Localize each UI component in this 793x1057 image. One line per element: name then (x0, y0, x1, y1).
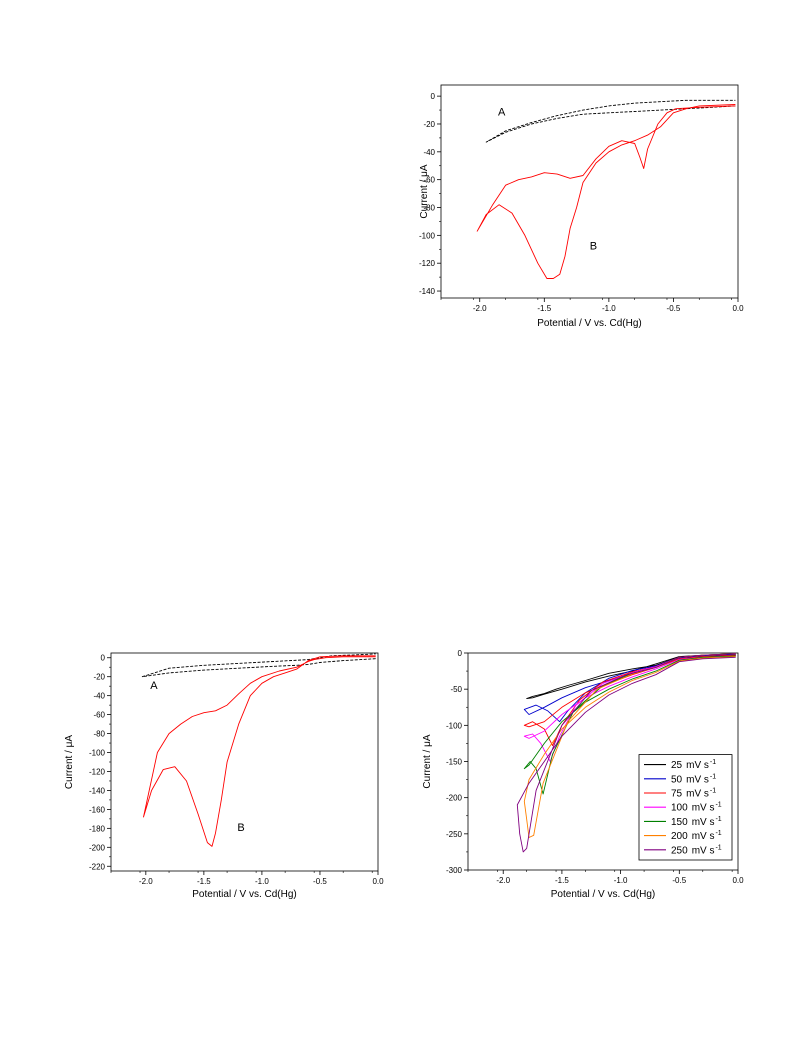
series-line-75 (523, 653, 736, 747)
y-tick-label: -100 (446, 721, 463, 730)
x-tick-label: -1.0 (255, 877, 269, 886)
x-axis-title: Potential / V vs. Cd(Hg) (192, 889, 296, 900)
legend-entry: 50 mV s-1 (671, 773, 716, 785)
y-tick-label: -140 (89, 786, 106, 795)
y-tick-label: 0 (101, 654, 106, 663)
x-axis-title: Potential / V vs. Cd(Hg) (551, 889, 655, 900)
x-tick-label: 0.0 (732, 876, 744, 885)
y-axis-title: Current / μA (419, 164, 430, 218)
x-tick-label: 0.0 (732, 304, 744, 313)
y-tick-label: 0 (458, 649, 463, 658)
legend-entry: 250 mV s-1 (671, 844, 722, 856)
x-tick-label: -0.5 (672, 876, 686, 885)
y-tick-label: -80 (423, 204, 435, 213)
x-tick-label: -0.5 (667, 304, 681, 313)
y-tick-label: -180 (89, 824, 106, 833)
series-line-solid (476, 104, 736, 279)
series-line-100 (523, 653, 736, 762)
curve-label-a: A (498, 107, 506, 119)
y-tick-label: -40 (93, 692, 105, 701)
y-tick-label: -150 (446, 758, 463, 767)
legend-entry: 25 mV s-1 (671, 759, 716, 771)
y-tick-label: -250 (446, 830, 463, 839)
y-tick-label: -120 (89, 767, 106, 776)
y-tick-label: -200 (89, 843, 106, 852)
x-tick-label: -2.0 (473, 304, 487, 313)
x-tick-label: -1.5 (555, 876, 569, 885)
series-line-250 (516, 653, 736, 853)
y-tick-label: -80 (93, 730, 105, 739)
legend-entry: 75 mV s-1 (671, 788, 716, 800)
series-line-25 (526, 653, 736, 700)
x-tick-label: -2.0 (139, 877, 153, 886)
y-tick-label: -200 (446, 794, 463, 803)
x-tick-label: 0.0 (372, 877, 384, 886)
plot-frame (440, 84, 739, 299)
y-tick-label: -20 (93, 673, 105, 682)
x-tick-label: -1.5 (537, 304, 551, 313)
chart-cv-bottom-left: -2.0 -1.5 -1.0 -0.5 0.0 0 -20 -40 -60 -80 -100 -120… (64, 652, 384, 900)
curve-label-a: A (150, 680, 158, 692)
y-tick-label: -50 (450, 685, 462, 694)
y-tick-label: -120 (419, 259, 436, 268)
chart-cv-scan-rates: -2.0 -1.5 -1.0 -0.5 0.0 0 -50 -100 -150 -200 -250 -… (422, 649, 744, 900)
legend-entry: 150 mV s-1 (671, 816, 722, 828)
y-tick-label: -40 (423, 148, 435, 157)
y-axis-title: Current / μA (64, 735, 75, 789)
y-tick-label: -220 (89, 862, 106, 871)
x-tick-label: -2.0 (496, 876, 510, 885)
curve-label-b: B (237, 822, 244, 834)
y-tick-label: -60 (423, 176, 435, 185)
chart-cv-top: -2.0 -1.5 -1.0 -0.5 0.0 0 -20 -40 -60 -80 -100 -120… (419, 84, 744, 329)
y-tick-label: -160 (89, 805, 106, 814)
y-tick-label: -300 (446, 866, 463, 875)
y-tick-label: -100 (89, 749, 106, 758)
x-tick-label: -0.5 (313, 877, 327, 886)
curve-label-b: B (590, 240, 597, 252)
y-tick-label: -60 (93, 711, 105, 720)
y-tick-label: -140 (419, 287, 436, 296)
x-axis-title: Potential / V vs. Cd(Hg) (537, 318, 641, 329)
y-tick-label: -100 (419, 231, 436, 240)
legend-entry: 100 mV s-1 (671, 802, 722, 814)
x-tick-label: -1.0 (602, 304, 616, 313)
series-line-dashed (485, 99, 736, 143)
x-tick-label: -1.5 (197, 877, 211, 886)
x-tick-label: -1.0 (614, 876, 628, 885)
y-tick-label: 0 (431, 92, 436, 101)
y-tick-label: -20 (423, 120, 435, 129)
legend-entry: 200 mV s-1 (671, 830, 722, 842)
series-line-solid (143, 655, 376, 847)
y-axis-title: Current / μA (422, 734, 433, 788)
